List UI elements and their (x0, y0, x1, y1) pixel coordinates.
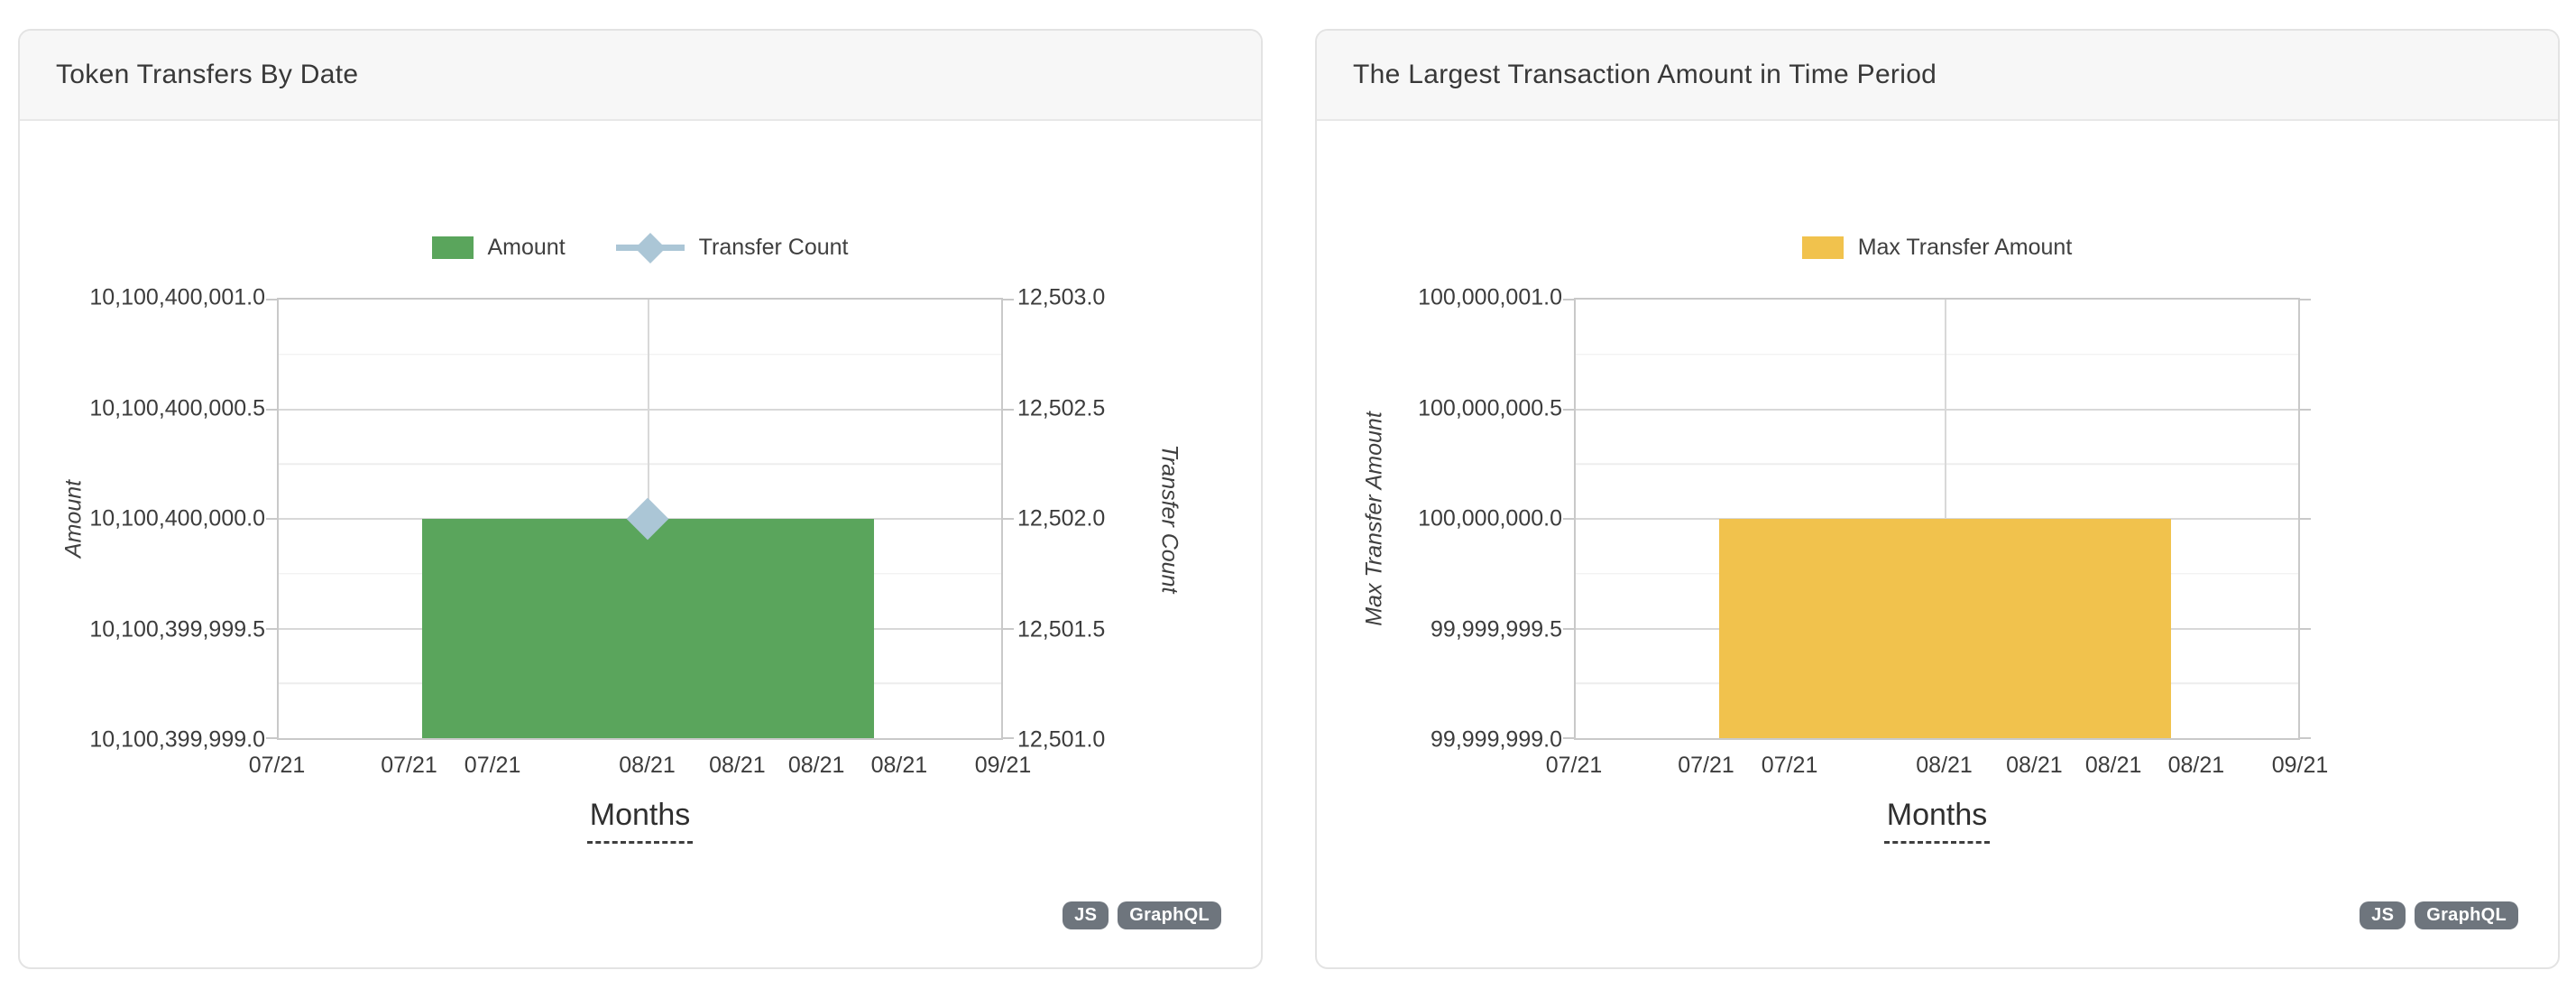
x-axis-title: Months (1574, 798, 2300, 844)
tick-mark (1563, 518, 1574, 520)
x-tick-label: 07/21 (1678, 753, 1734, 778)
legend-label: Amount (487, 235, 566, 260)
graphql-badge: GraphQL (1118, 901, 1221, 929)
chart-legend: Amount Transfer Count (277, 232, 1003, 263)
tick-mark (2300, 299, 2311, 300)
tick-mark (2300, 518, 2311, 520)
y-tick-label: 100,000,000.5 (1418, 395, 1562, 421)
amount-swatch-icon (431, 236, 474, 259)
js-badge: JS (1063, 901, 1109, 929)
tick-mark (1563, 737, 1574, 739)
x-tick-label: 08/21 (2167, 753, 2225, 778)
max-transfer-swatch-icon (1801, 236, 1844, 259)
x-tick-label: 09/21 (974, 753, 1032, 778)
x-axis-labels: 07/21 07/21 07/21 08/21 08/21 08/21 08/2… (249, 753, 1032, 781)
x-tick-label: 07/21 (1545, 753, 1603, 778)
tick-mark (1003, 408, 1014, 411)
gridline (1576, 463, 2298, 465)
gridline (1576, 354, 2298, 356)
diamond-line-icon (615, 232, 685, 263)
months-label[interactable]: Months (586, 798, 694, 844)
months-label[interactable]: Months (1883, 798, 1991, 844)
tick-mark (2300, 627, 2311, 630)
x-tick-label: 08/21 (787, 753, 845, 778)
y-tick-label: 12,501.0 (1017, 726, 1106, 753)
x-axis-title: Months (277, 798, 1003, 844)
y-tick-label: 10,100,399,999.5 (89, 616, 265, 642)
x-tick-label: 08/21 (619, 753, 676, 778)
y-axis-labels-right: 12,503.0 12,502.5 12,502.0 12,501.5 12,5… (1017, 285, 1225, 753)
y-axis-labels-left: 10,100,400,001.0 10,100,400,000.5 10,100… (56, 285, 265, 753)
tick-mark (2300, 737, 2311, 739)
gridline (1576, 408, 2298, 411)
gridline (279, 408, 1001, 411)
x-tick-label: 07/21 (381, 753, 437, 778)
tick-mark (1003, 627, 1014, 630)
tick-mark (1563, 627, 1574, 630)
page-title: Token Transfers By Date (56, 60, 359, 89)
tick-mark (1563, 299, 1574, 300)
y-axis-labels-left: 100,000,001.0 100,000,000.5 100,000,000.… (1353, 285, 1562, 753)
y-tick-label: 12,503.0 (1017, 284, 1106, 310)
y-tick-label: 99,999,999.0 (1431, 726, 1562, 753)
tick-mark (266, 737, 277, 739)
y-tick-label: 12,501.5 (1017, 616, 1106, 642)
tick-mark (266, 299, 277, 300)
tick-mark (2300, 408, 2311, 411)
max-transfer-amount-bar[interactable] (1718, 519, 2172, 738)
tick-mark (1563, 408, 1574, 411)
x-tick-label: 08/21 (870, 753, 928, 778)
y-tick-label: 10,100,400,000.5 (89, 395, 265, 421)
tick-mark (1003, 737, 1014, 739)
y-tick-label: 10,100,399,999.0 (89, 726, 265, 753)
x-tick-label: 08/21 (1916, 753, 1973, 778)
y-tick-label: 99,999,999.5 (1431, 616, 1562, 642)
chart-legend: Max Transfer Amount (1574, 235, 2300, 261)
x-tick-label: 09/21 (2271, 753, 2329, 778)
y-axis-title-right: Transfer Count (1156, 444, 1182, 594)
x-tick-label: 07/21 (248, 753, 306, 778)
tick-mark (1003, 518, 1014, 520)
tick-mark (266, 518, 277, 520)
x-tick-label: 08/21 (2006, 753, 2063, 778)
x-tick-label: 07/21 (464, 753, 521, 778)
tick-mark (266, 627, 277, 630)
tick-mark (266, 408, 277, 411)
x-axis-labels: 07/21 07/21 07/21 08/21 08/21 08/21 08/2… (1546, 753, 2329, 781)
legend-label: Max Transfer Amount (1857, 235, 2073, 260)
legend-item-max-transfer[interactable]: Max Transfer Amount (1801, 235, 2073, 261)
js-badge: JS (2360, 901, 2406, 929)
gridline (279, 463, 1001, 465)
x-tick-label: 07/21 (1761, 753, 1818, 778)
panel-header: The Largest Transaction Amount in Time P… (1317, 31, 2558, 121)
plot-area (1563, 298, 2311, 740)
y-tick-label: 100,000,001.0 (1418, 284, 1562, 310)
panel-token-transfers: Token Transfers By Date Amount Transfer … (18, 29, 1263, 969)
legend-label: Transfer Count (698, 235, 849, 260)
panel-largest-transaction: The Largest Transaction Amount in Time P… (1315, 29, 2560, 969)
legend-item-transfer-count[interactable]: Transfer Count (615, 232, 849, 263)
graphql-badge: GraphQL (2415, 901, 2518, 929)
y-tick-label: 10,100,400,001.0 (89, 284, 265, 310)
legend-item-amount[interactable]: Amount (431, 235, 566, 261)
amount-bar[interactable] (421, 519, 875, 738)
plot-area (266, 298, 1014, 740)
y-tick-label: 12,502.0 (1017, 505, 1106, 531)
y-tick-label: 12,502.5 (1017, 395, 1106, 421)
y-tick-label: 100,000,000.0 (1418, 505, 1562, 531)
x-tick-label: 08/21 (709, 753, 766, 778)
x-tick-label: 08/21 (2084, 753, 2142, 778)
tick-mark (1003, 299, 1014, 300)
page-title: The Largest Transaction Amount in Time P… (1353, 60, 1937, 89)
tech-badges: JS GraphQL (1063, 901, 1221, 929)
panel-header: Token Transfers By Date (20, 31, 1261, 121)
gridline (279, 354, 1001, 356)
y-tick-label: 10,100,400,000.0 (89, 505, 265, 531)
tech-badges: JS GraphQL (2360, 901, 2518, 929)
